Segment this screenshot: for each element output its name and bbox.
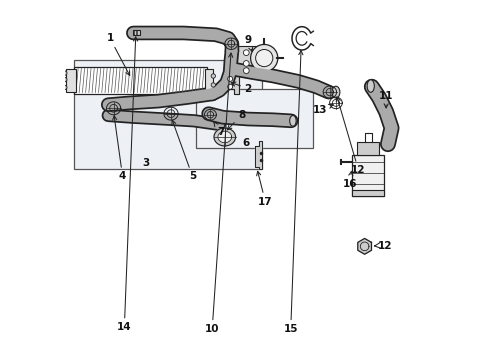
Circle shape <box>211 74 215 78</box>
Circle shape <box>243 68 249 73</box>
Text: 8: 8 <box>227 110 245 130</box>
Text: 14: 14 <box>117 37 137 332</box>
Circle shape <box>255 49 272 67</box>
Circle shape <box>211 83 215 87</box>
Circle shape <box>227 84 232 89</box>
Text: 4: 4 <box>112 116 126 181</box>
Polygon shape <box>357 238 371 254</box>
Polygon shape <box>214 128 235 146</box>
Text: 13: 13 <box>312 104 332 115</box>
Text: 12: 12 <box>336 97 365 175</box>
Text: 17: 17 <box>256 171 272 207</box>
Bar <box>66 69 76 92</box>
Bar <box>351 155 384 196</box>
Circle shape <box>62 71 67 75</box>
Text: 2: 2 <box>231 82 251 94</box>
Bar <box>351 190 384 196</box>
Text: 10: 10 <box>204 53 232 334</box>
Text: 1: 1 <box>106 33 129 75</box>
Circle shape <box>62 77 67 82</box>
Text: 7: 7 <box>213 122 224 136</box>
Polygon shape <box>218 131 231 143</box>
Ellipse shape <box>289 116 296 126</box>
FancyBboxPatch shape <box>196 89 312 148</box>
Text: 15: 15 <box>283 50 303 334</box>
Text: 12: 12 <box>378 240 392 251</box>
FancyBboxPatch shape <box>74 60 262 169</box>
Polygon shape <box>255 140 262 169</box>
Text: 11: 11 <box>378 91 393 108</box>
Text: 6: 6 <box>242 138 249 148</box>
Bar <box>74 67 206 94</box>
Circle shape <box>62 85 67 90</box>
Text: 9: 9 <box>244 35 252 51</box>
Text: 5: 5 <box>171 120 196 181</box>
Circle shape <box>227 76 232 81</box>
Ellipse shape <box>331 86 339 98</box>
Bar <box>133 30 140 36</box>
Circle shape <box>243 50 249 55</box>
Ellipse shape <box>366 80 373 92</box>
Text: 16: 16 <box>342 171 356 189</box>
Circle shape <box>250 44 277 72</box>
Bar <box>237 45 264 76</box>
Bar <box>357 142 378 155</box>
Bar <box>204 69 212 92</box>
Circle shape <box>243 60 249 66</box>
Text: 3: 3 <box>142 158 149 168</box>
Polygon shape <box>221 72 239 94</box>
